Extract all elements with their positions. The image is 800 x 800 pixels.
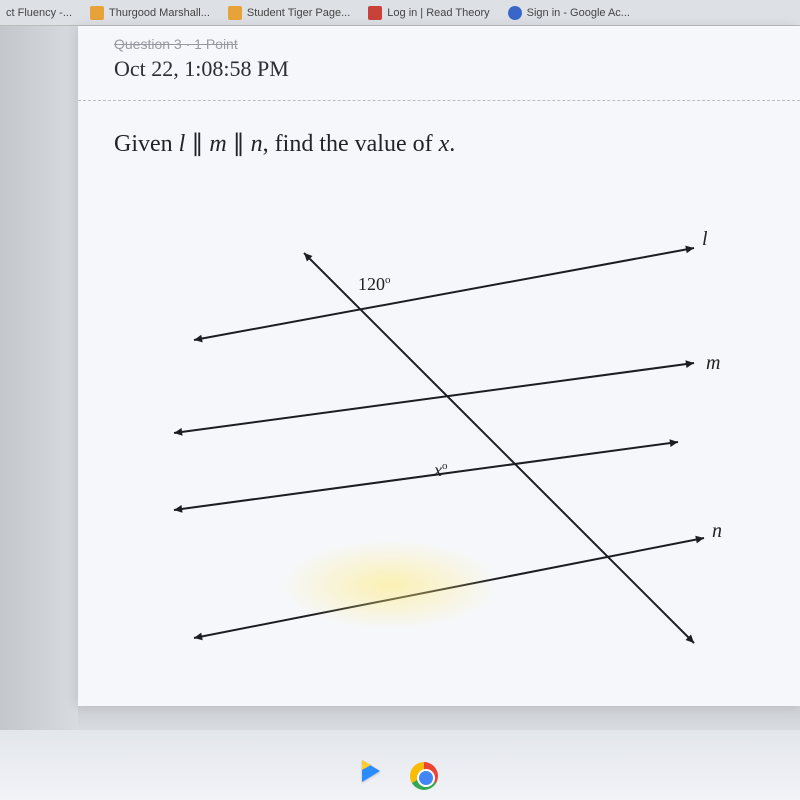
line-m-label: m	[706, 352, 720, 375]
angle-value: 120	[358, 274, 385, 294]
page-shadow	[0, 26, 78, 800]
prompt-text: Given	[114, 131, 179, 157]
chrome-icon[interactable]	[410, 762, 438, 790]
worksheet-page: Question 3 · 1 Point Oct 22, 1:08:58 PM …	[78, 26, 800, 706]
degree-symbol: o	[442, 460, 448, 472]
parallel-symbol: ∥	[185, 131, 209, 157]
bookmark-icon	[368, 6, 382, 20]
bookmark-label: Student Tiger Page...	[247, 7, 350, 19]
bookmark-item[interactable]: Sign in - Google Ac...	[508, 6, 630, 20]
bookmark-item[interactable]: Student Tiger Page...	[228, 6, 350, 20]
degree-symbol: o	[385, 274, 391, 286]
var-x: x	[439, 131, 450, 157]
bookmark-icon	[508, 6, 522, 20]
bookmarks-bar: ct Fluency -... Thurgood Marshall... Stu…	[0, 0, 800, 26]
prompt-text: .	[449, 131, 455, 157]
angle-value: x	[434, 460, 442, 480]
var-n: n	[251, 131, 263, 157]
question-crumb: Question 3 · 1 Point	[114, 36, 764, 52]
problem-prompt: Given l ∥ m ∥ n, find the value of x.	[78, 101, 800, 168]
line-l-label: l	[702, 228, 708, 251]
prompt-text: , find the value of	[263, 131, 439, 157]
var-m: m	[209, 131, 226, 157]
bookmark-icon	[90, 6, 104, 20]
bookmark-item[interactable]: ct Fluency -...	[6, 7, 72, 19]
angle-120-label: 120o	[358, 274, 391, 295]
bookmark-item[interactable]: Thurgood Marshall...	[90, 6, 210, 20]
play-store-icon[interactable]	[362, 760, 392, 790]
bookmark-label: Log in | Read Theory	[387, 7, 489, 19]
parallel-symbol: ∥	[227, 131, 251, 157]
bookmark-label: Thurgood Marshall...	[109, 7, 210, 19]
bookmark-icon	[228, 6, 242, 20]
angle-x-label: xo	[434, 460, 448, 481]
geometry-diagram: 120o xo l m n	[134, 188, 744, 668]
bookmark-item[interactable]: Log in | Read Theory	[368, 6, 489, 20]
bookmark-label: Sign in - Google Ac...	[527, 7, 630, 19]
line-n-label: n	[712, 520, 722, 543]
taskbar	[0, 730, 800, 800]
page-bottom-shadow	[78, 706, 800, 730]
header: Question 3 · 1 Point Oct 22, 1:08:58 PM	[78, 26, 800, 101]
diagram-svg	[134, 188, 744, 658]
bookmark-label: ct Fluency -...	[6, 7, 72, 19]
timestamp: Oct 22, 1:08:58 PM	[114, 56, 764, 82]
